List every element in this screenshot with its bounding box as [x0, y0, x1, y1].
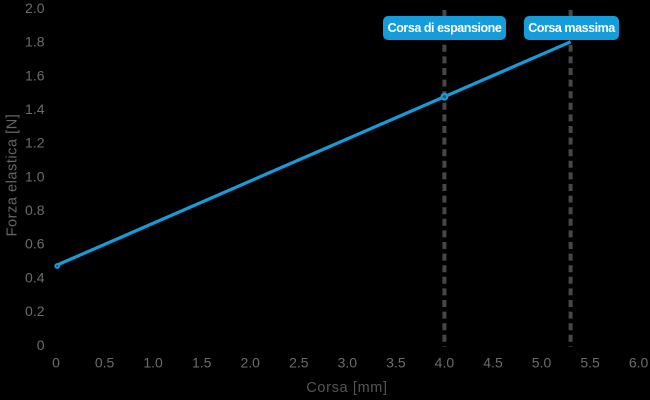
svg-text:4.5: 4.5 [483, 355, 503, 371]
svg-text:1.4: 1.4 [25, 101, 45, 117]
svg-text:0.2: 0.2 [25, 303, 45, 319]
svg-text:Corsa massima: Corsa massima [528, 21, 616, 35]
svg-text:2.5: 2.5 [289, 355, 309, 371]
svg-text:0.4: 0.4 [25, 269, 45, 285]
svg-text:5.0: 5.0 [532, 355, 552, 371]
svg-text:Forza elastica [N]: Forza elastica [N] [5, 114, 21, 237]
svg-text:0: 0 [52, 355, 60, 371]
svg-text:Corsa di espansione: Corsa di espansione [388, 21, 502, 35]
svg-text:6.0: 6.0 [629, 355, 649, 371]
svg-text:0: 0 [37, 337, 45, 353]
svg-text:0.6: 0.6 [25, 236, 45, 252]
svg-text:0.5: 0.5 [95, 355, 115, 371]
svg-text:1.0: 1.0 [25, 168, 45, 184]
svg-text:1.6: 1.6 [25, 67, 45, 83]
svg-text:2.0: 2.0 [240, 355, 260, 371]
svg-text:Corsa [mm]: Corsa [mm] [306, 380, 387, 396]
svg-text:1.8: 1.8 [25, 34, 45, 50]
svg-text:4.0: 4.0 [435, 355, 455, 371]
svg-text:1.5: 1.5 [192, 355, 212, 371]
svg-text:1.0: 1.0 [143, 355, 163, 371]
svg-text:1.2: 1.2 [25, 135, 45, 151]
svg-text:3.5: 3.5 [386, 355, 406, 371]
svg-text:3.0: 3.0 [338, 355, 358, 371]
svg-text:5.5: 5.5 [580, 355, 600, 371]
svg-text:0.8: 0.8 [25, 202, 45, 218]
svg-text:2.0: 2.0 [25, 0, 45, 16]
